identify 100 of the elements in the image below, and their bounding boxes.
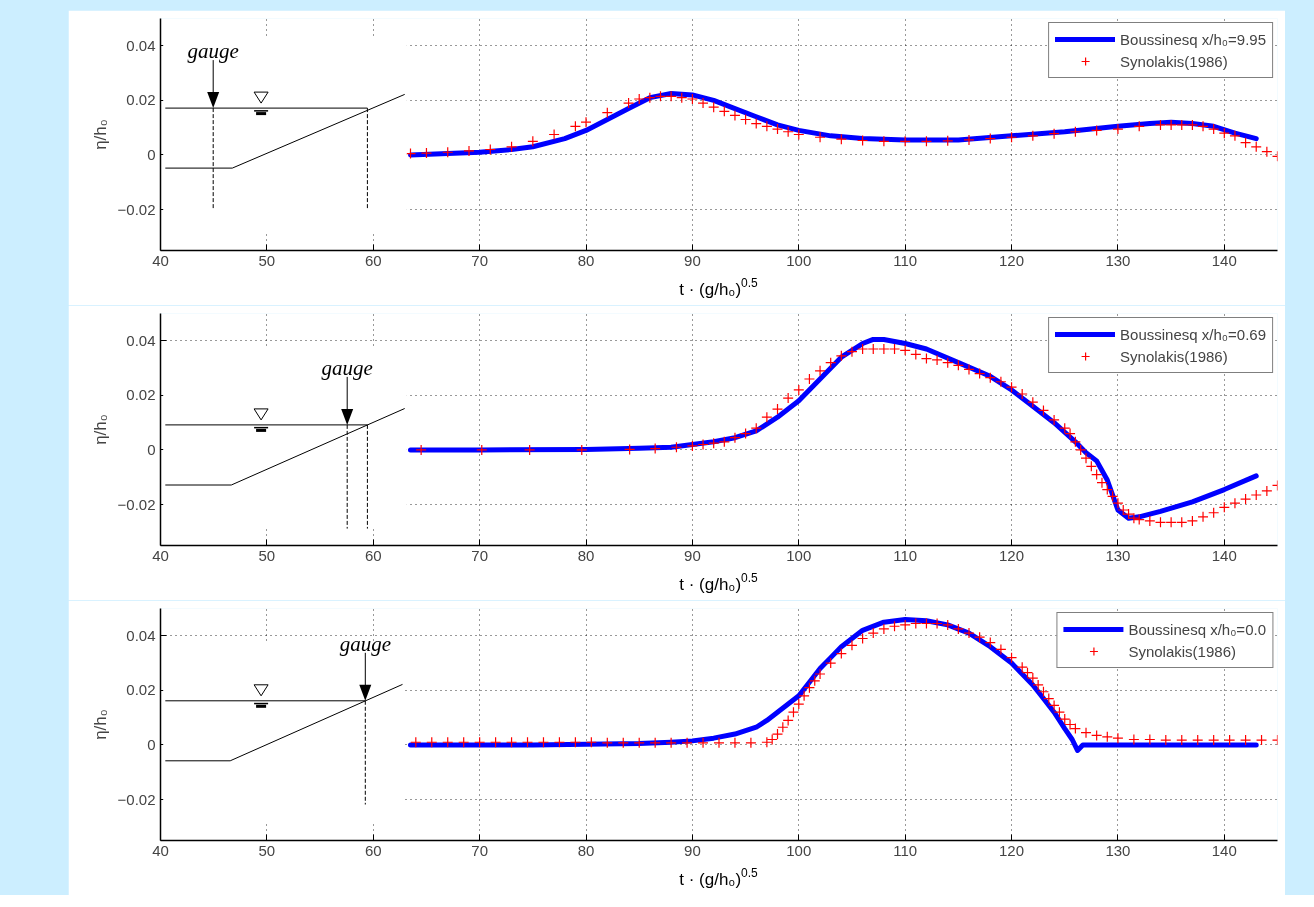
y-tick-label: 0.02 — [126, 386, 156, 404]
point — [750, 117, 762, 130]
point — [814, 131, 826, 143]
x-tick-label: 100 — [786, 546, 812, 564]
point — [878, 135, 890, 147]
point — [963, 134, 975, 146]
y-tick-label: −0.02 — [117, 790, 156, 808]
x-tick-label: 100 — [786, 251, 812, 269]
point — [1229, 130, 1241, 142]
x-tick-label: 130 — [1105, 251, 1131, 269]
point — [622, 97, 635, 109]
y-tick-label: −0.02 — [117, 495, 156, 513]
x-tick-label: 140 — [1211, 841, 1237, 859]
y-axis-title: η/h₀ — [90, 119, 110, 150]
point — [1048, 128, 1060, 140]
y-tick-label: 0.04 — [126, 36, 156, 54]
point — [505, 141, 518, 153]
point — [686, 93, 698, 105]
y-tick-label: 0 — [147, 735, 156, 753]
point — [835, 133, 847, 145]
x-tick-label: 110 — [893, 251, 918, 269]
x-tick-label: 70 — [471, 251, 488, 269]
point — [654, 90, 667, 102]
x-tick-label: 140 — [1211, 251, 1237, 269]
point — [1208, 123, 1220, 135]
y-tick-label: 0 — [147, 145, 156, 163]
x-axis-title: t · (g/h₀)$^{0.5}$ — [679, 276, 759, 299]
legend-label: Boussinesq x/h₀=0.69 — [1120, 325, 1266, 343]
x-tick-label: 70 — [471, 841, 488, 859]
x-tick-label: 110 — [893, 546, 918, 564]
annotation: gauge — [321, 355, 373, 380]
point — [569, 120, 581, 132]
x-tick-label: 100 — [786, 841, 812, 859]
y-tick-label: 0 — [147, 440, 156, 458]
y-axis-title: η/h₀ — [90, 709, 110, 740]
point — [793, 128, 805, 141]
point — [1112, 123, 1124, 135]
legend-label: Boussinesq x/h₀=0.0 — [1128, 620, 1266, 638]
point — [718, 105, 730, 117]
point — [527, 135, 539, 147]
point — [1176, 119, 1188, 131]
x-tick-label: 60 — [364, 546, 382, 564]
x-tick-label: 90 — [684, 841, 701, 859]
legend-label: Boussinesq x/h₀=9.95 — [1120, 30, 1266, 48]
point — [857, 134, 869, 147]
x-tick-label: 120 — [999, 251, 1025, 269]
x-tick-label: 130 — [1105, 841, 1131, 859]
x-tick-label: 40 — [152, 841, 169, 859]
point — [1197, 120, 1209, 132]
point — [1218, 127, 1230, 139]
x-tick-label: 50 — [258, 841, 276, 859]
x-axis-title: t · (g/h₀)$^{0.5}$ — [679, 866, 759, 889]
x-tick-label: 90 — [684, 251, 701, 269]
legend-label: Synolakis(1986) — [1120, 52, 1228, 70]
annotation: gauge — [339, 631, 391, 656]
x-tick-label: 80 — [577, 251, 595, 269]
point — [484, 143, 496, 156]
annotation: gauge — [187, 39, 239, 64]
x-tick-label: 60 — [364, 841, 382, 859]
point — [1027, 130, 1039, 142]
y-tick-label: 0.02 — [126, 681, 156, 699]
x-tick-label: 60 — [364, 251, 382, 269]
point — [463, 145, 475, 157]
point — [1154, 119, 1167, 131]
x-tick-label: 120 — [999, 841, 1025, 859]
point — [1250, 141, 1262, 153]
point — [442, 146, 454, 158]
x-tick-label: 90 — [684, 546, 701, 564]
point — [665, 90, 677, 102]
point — [740, 113, 752, 126]
point — [1005, 131, 1018, 143]
x-tick-label: 50 — [258, 546, 276, 564]
x-tick-label: 80 — [577, 841, 595, 859]
y-tick-label: −0.02 — [117, 200, 156, 218]
point — [644, 92, 656, 104]
point — [1091, 124, 1103, 137]
point — [1133, 120, 1145, 132]
point — [601, 107, 613, 119]
x-tick-label: 80 — [577, 546, 595, 564]
x-tick-label: 50 — [258, 251, 276, 269]
point — [729, 109, 741, 121]
x-tick-label: 120 — [999, 546, 1025, 564]
y-tick-label: 0.02 — [126, 91, 156, 109]
point — [1261, 146, 1273, 158]
point — [782, 126, 794, 138]
point — [676, 92, 688, 104]
point — [548, 128, 560, 141]
point — [697, 97, 709, 109]
point — [633, 93, 645, 105]
point — [580, 116, 592, 128]
legend-label: Synolakis(1986) — [1128, 642, 1236, 660]
point — [920, 135, 933, 147]
x-tick-label: 110 — [893, 841, 918, 859]
y-tick-label: 0.04 — [126, 626, 156, 644]
point — [1239, 137, 1252, 149]
x-tick-label: 140 — [1211, 546, 1237, 564]
legend-label: Synolakis(1986) — [1120, 347, 1228, 365]
x-tick-label: 130 — [1105, 546, 1131, 564]
y-axis-title: η/h₀ — [90, 414, 110, 445]
point — [984, 132, 996, 145]
